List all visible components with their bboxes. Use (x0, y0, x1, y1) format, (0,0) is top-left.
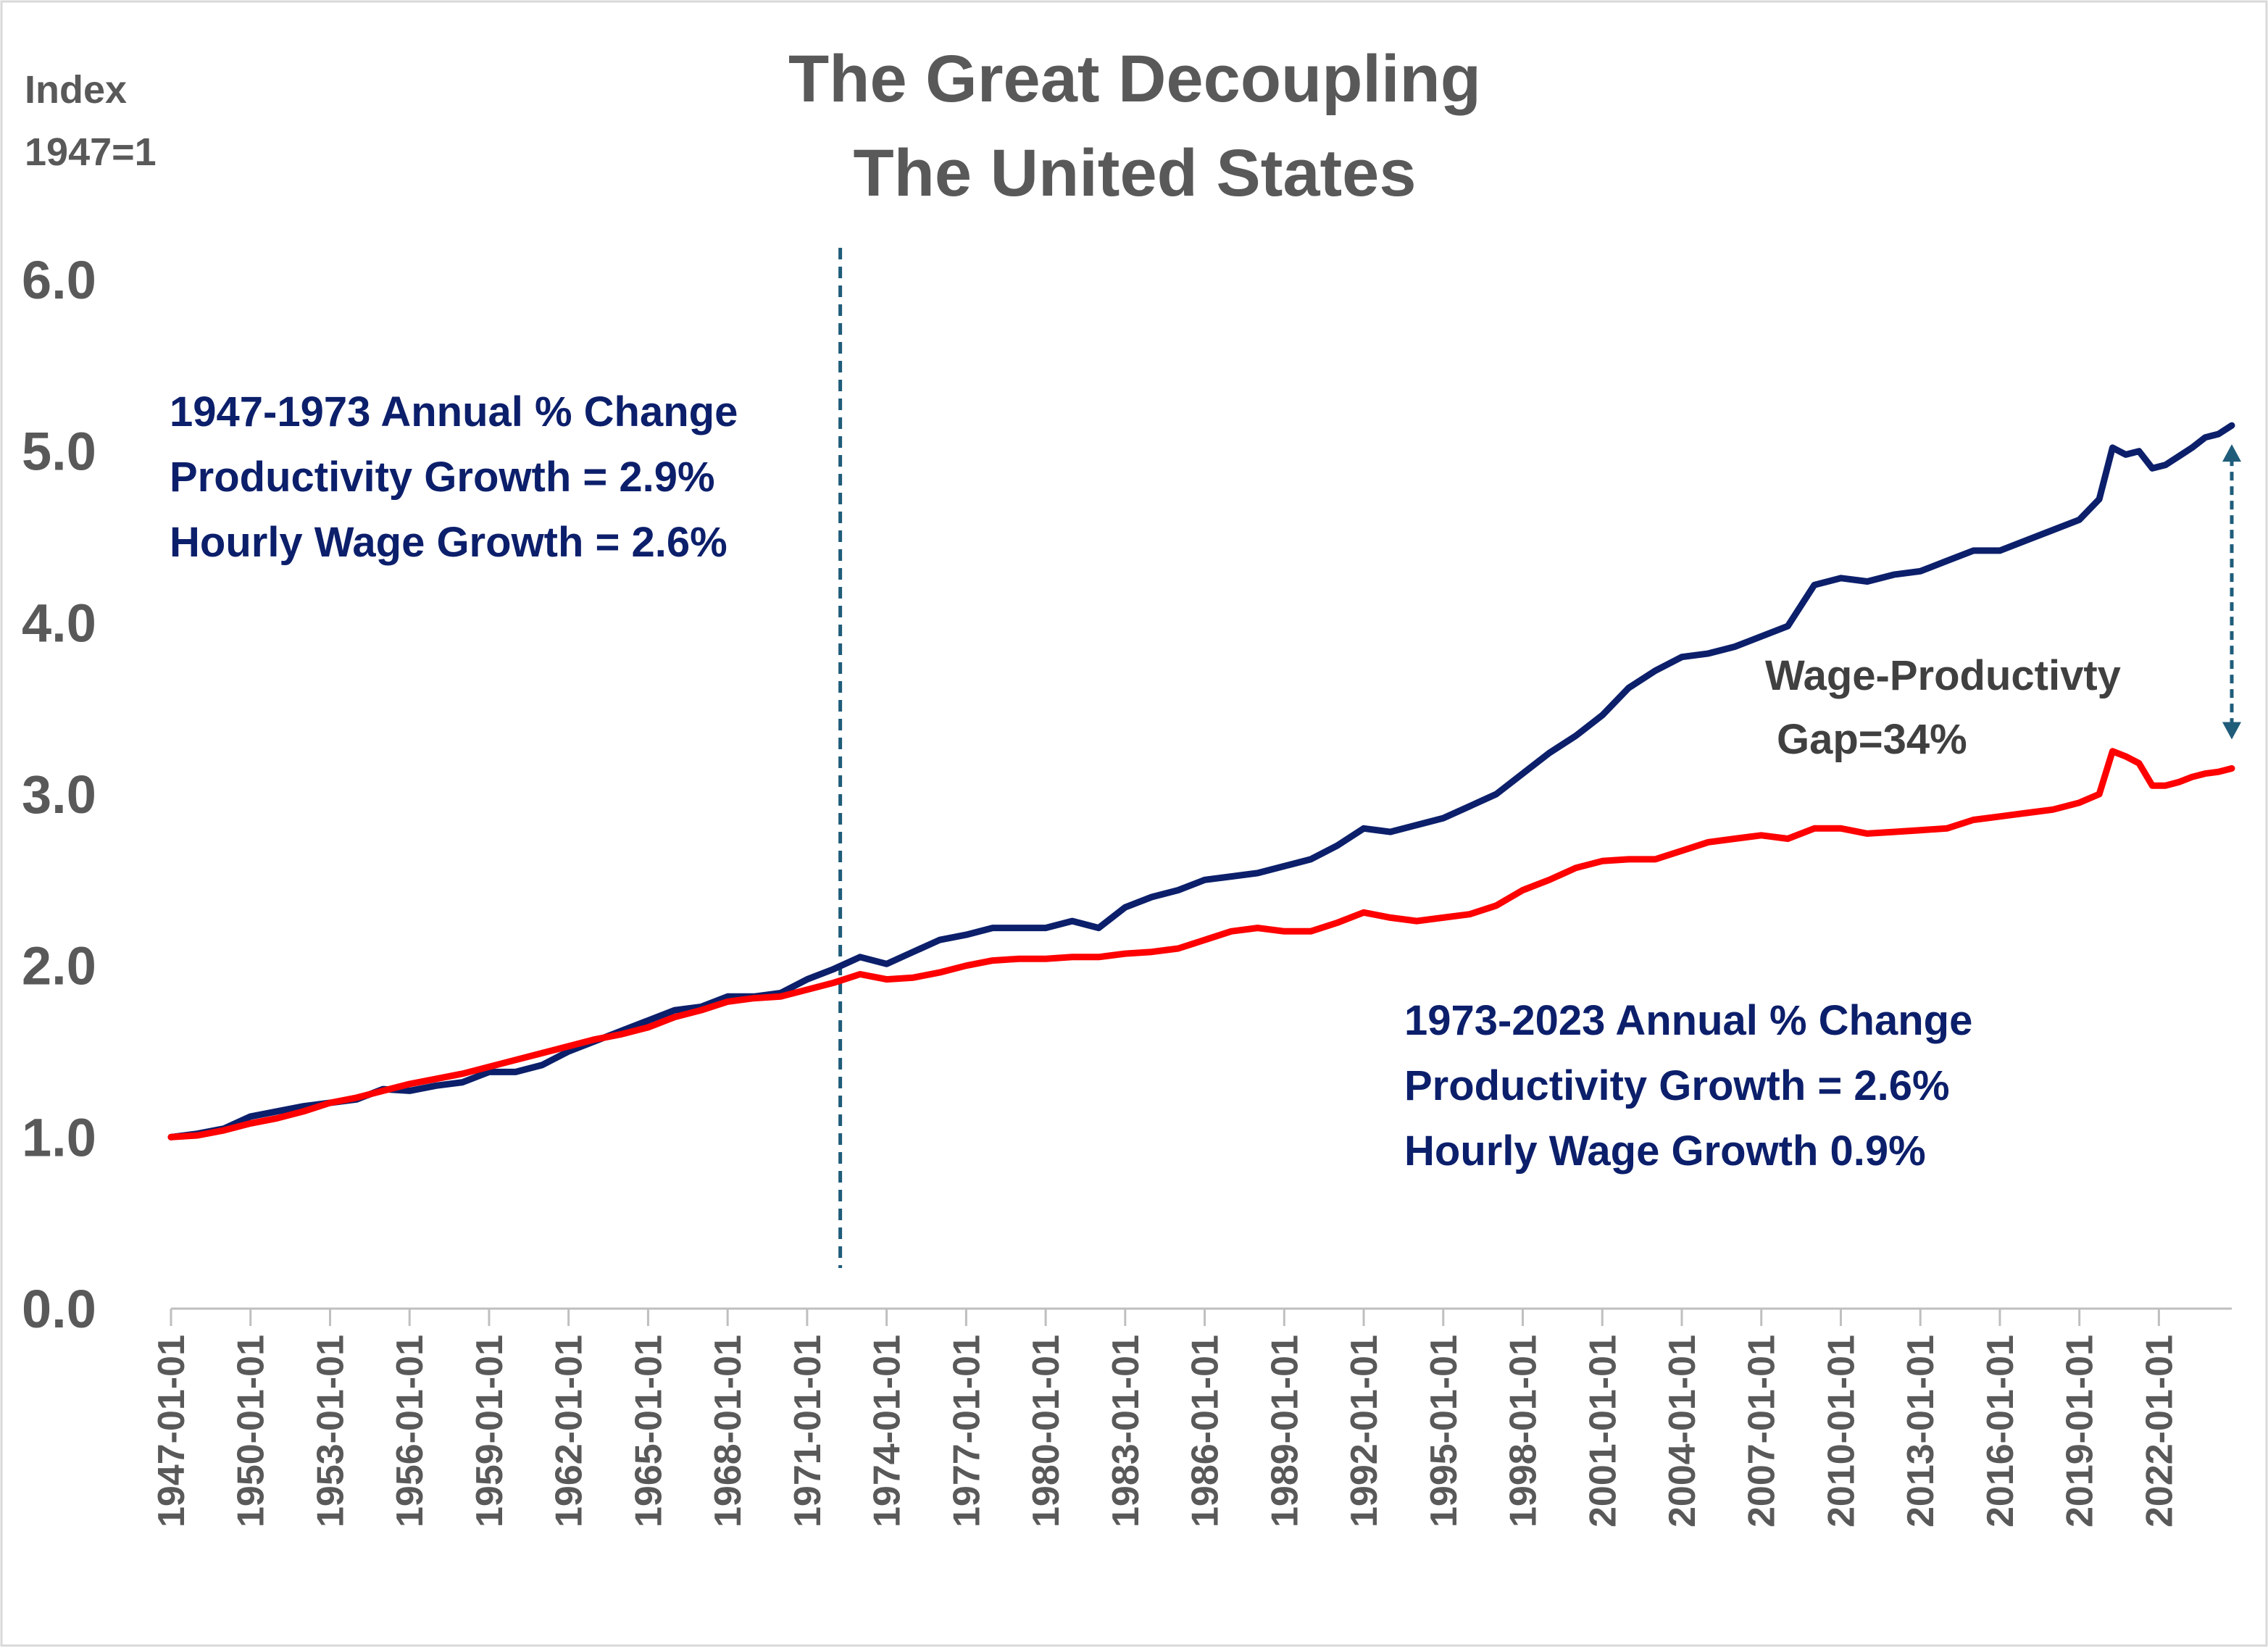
x-tick-label: 1953-01-01 (309, 1335, 351, 1527)
x-tick-label: 1995-01-01 (1423, 1335, 1465, 1527)
x-tick-label: 1968-01-01 (707, 1335, 749, 1527)
x-tick-label: 1977-01-01 (946, 1335, 988, 1527)
x-tick-label: 1962-01-01 (549, 1335, 591, 1527)
x-tick-label: 1971-01-01 (787, 1335, 829, 1527)
chart-title-line2: The United States (853, 136, 1416, 210)
y-axis-unit-line2: 1947=1 (25, 130, 157, 174)
x-tick-label: 1965-01-01 (628, 1335, 670, 1527)
y-tick-label: 2.0 (22, 936, 96, 996)
x-tick-label: 1956-01-01 (389, 1335, 431, 1527)
x-tick-label: 2010-01-01 (1820, 1335, 1862, 1527)
x-tick-label: 1950-01-01 (230, 1335, 272, 1527)
y-tick-label: 3.0 (22, 764, 96, 825)
x-tick-label: 1992-01-01 (1343, 1335, 1385, 1527)
x-tick-label: 1986-01-01 (1185, 1335, 1227, 1527)
x-tick-label: 1983-01-01 (1105, 1335, 1147, 1527)
y-tick-label: 1.0 (22, 1107, 96, 1167)
early-period-productivity: Productivity Growth = 2.9% (170, 454, 715, 501)
y-axis-unit-line1: Index (25, 68, 127, 112)
hourly-wage-series-line (167, 748, 2235, 1141)
x-tick-label: 2022-01-01 (2138, 1335, 2180, 1527)
x-tick-label: 1998-01-01 (1503, 1335, 1545, 1527)
y-tick-label: 6.0 (22, 250, 96, 310)
x-tick-label: 2001-01-01 (1582, 1335, 1624, 1527)
gap-arrow-head-up (2222, 444, 2241, 462)
x-tick-label: 2019-01-01 (2059, 1335, 2101, 1527)
y-axis: 0.0 1.0 2.0 3.0 4.0 5.0 6.0 (22, 250, 96, 1339)
late-period-productivity: Productivity Growth = 2.6% (1404, 1062, 1950, 1109)
productivity-series-line (167, 422, 2235, 1141)
x-tick-label: 1989-01-01 (1264, 1335, 1306, 1527)
early-period-heading: 1947-1973 Annual % Change (170, 388, 738, 435)
chart-title-line1: The Great Decoupling (788, 42, 1481, 116)
x-axis: 1947-01-01 1950-01-01 1953-01-01 1956-01-01… (151, 1307, 2232, 1527)
x-tick-label: 2007-01-01 (1741, 1335, 1783, 1527)
late-period-heading: 1973-2023 Annual % Change (1404, 997, 1972, 1044)
late-period-wages: Hourly Wage Growth 0.9% (1404, 1127, 1926, 1175)
gap-arrow-head-down (2222, 722, 2241, 740)
y-tick-label: 4.0 (22, 593, 96, 653)
x-tick-label: 2004-01-01 (1662, 1335, 1704, 1527)
x-tick-label: 2013-01-01 (1900, 1335, 1942, 1527)
gap-label-line2: Gap=34% (1777, 716, 1967, 763)
x-tick-label: 1974-01-01 (867, 1335, 909, 1527)
x-tick-label: 1947-01-01 (151, 1335, 193, 1527)
x-tick-label: 2016-01-01 (1980, 1335, 2022, 1527)
gap-label-line1: Wage-Productivty (1765, 652, 2121, 699)
x-tick-label: 1980-01-01 (1025, 1335, 1067, 1527)
early-period-wages: Hourly Wage Growth = 2.6% (170, 519, 727, 566)
y-tick-label: 5.0 (22, 422, 96, 482)
y-tick-label: 0.0 (22, 1279, 96, 1339)
x-tick-label: 1959-01-01 (469, 1335, 511, 1527)
gap-double-arrow (2222, 444, 2241, 740)
